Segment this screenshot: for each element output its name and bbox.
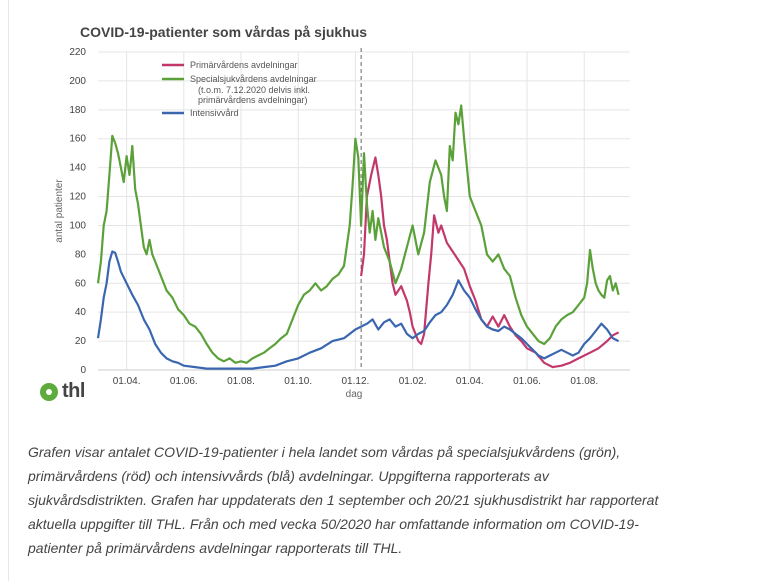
x-tick-label: 01.06. [170,376,198,387]
chart-caption: Grafen visar antalet COVID-19-patienter … [28,444,659,556]
y-tick-label: 160 [69,134,86,145]
thl-logo-text: thl [62,380,85,402]
thl-logo: thl [40,380,85,403]
y-tick-label: 220 [69,47,86,58]
series-layer [96,104,620,370]
series-line-specialsjukv-rdens-avdelningar [96,104,620,364]
legend-label: Specialsjukvårdens avdelningar [190,74,317,84]
y-tick-label: 20 [75,336,87,347]
x-tick-label: 01.04. [456,376,484,387]
x-tick-label: 01.06. [513,376,541,387]
y-tick-label: 180 [69,105,86,116]
y-tick-label: 0 [80,365,86,376]
legend-label-note: primärvårdens avdelningar) [198,95,308,105]
y-tick-label: 120 [69,192,86,203]
axes: 0 20 40 60 80 100 120 140 160 180 200 220 01.04. 01.0… [54,47,630,400]
y-tick-label: 80 [75,249,87,260]
chart-canvas: 0 20 40 60 80 100 120 140 160 180 200 220 01.04. 01.0… [54,47,630,400]
legend-label: Intensivvård [190,108,239,118]
x-tick-label: 01.08. [227,376,255,387]
chart-figure: COVID-19-patienter som vårdas på sjukhus… [10,0,650,420]
y-tick-label: 200 [69,76,86,87]
x-tick-label: 01.12. [342,376,370,387]
series-line-prim-rv-rdens-avdelningar [360,156,620,369]
x-tick-label: 01.10. [284,376,312,387]
x-axis-title: dag [346,389,363,400]
x-tick-label: 01.02. [399,376,427,387]
legend-label-note: (t.o.m. 7.12.2020 delvis inkl. [198,85,310,95]
x-tick-label: 01.04. [113,376,141,387]
y-tick-label: 40 [75,307,87,318]
left-rule [8,0,9,581]
y-axis-title: antal patienter [54,179,65,243]
y-tick-label: 100 [69,220,86,231]
thl-logo-icon [40,382,58,401]
y-tick-label: 140 [69,163,86,174]
x-tick-label: 01.08. [570,376,598,387]
chart-title: COVID-19-patienter som vårdas på sjukhus [80,24,368,40]
y-tick-label: 60 [75,278,87,289]
legend: Primärvårdens avdelningar Specialsjukvård… [162,60,317,118]
grid-lines [98,51,630,371]
legend-label: Primärvårdens avdelningar [190,60,298,70]
series-line-intensivv-rd [96,250,620,370]
